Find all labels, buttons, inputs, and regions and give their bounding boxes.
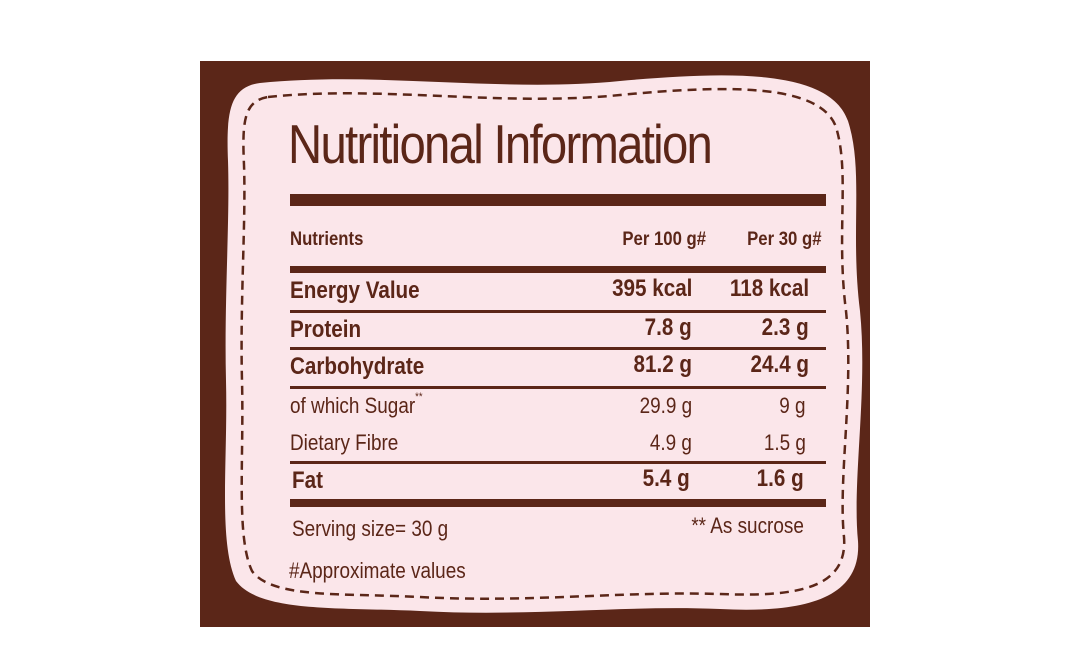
card-dashed-border [240,87,850,600]
header-per-100g: Per 100 g# [622,229,706,250]
sugar-note-mark: ** [415,391,423,403]
sucrose-note: ** As sucrose [691,513,804,538]
header-rule [290,266,826,273]
row-protein-per30: 2.3 g [761,314,809,341]
header-nutrients: Nutrients [290,229,364,250]
row-sugar-per100: 29.9 g [639,393,692,418]
row-fat-name: Fat [292,467,323,494]
serving-size: Serving size= 30 g [292,516,449,541]
row-protein-name: Protein [290,316,362,343]
approximate-values-note: #Approximate values [289,558,466,583]
row-protein-per100: 7.8 g [644,314,692,341]
header-per-30g: Per 30 g# [746,229,821,250]
row-fibre-name: Dietary Fibre [290,430,399,455]
row-divider [290,347,826,350]
row-energy-name: Energy Value [290,277,420,304]
row-fat-per30: 1.6 g [756,465,804,492]
bottom-rule [290,499,826,507]
row-divider [290,386,826,389]
row-fibre-per100: 4.9 g [649,430,692,455]
row-carbohydrate-name: Carbohydrate [290,353,425,380]
row-energy-per30: 118 kcal [729,275,809,302]
top-rule [290,194,826,206]
row-energy-per100: 395 kcal [611,275,692,302]
row-fat-per100: 5.4 g [642,465,690,492]
row-sugar-name: of which Sugar** [290,391,423,418]
row-divider [290,310,826,313]
page-title: Nutritional Information [288,113,713,175]
row-carbohydrate-per30: 24.4 g [750,351,809,378]
label-card [225,75,863,613]
row-sugar-per30: 9 g [779,393,806,418]
row-divider [290,461,826,464]
card-shape [225,75,863,613]
row-fibre-per30: 1.5 g [763,430,806,455]
row-carbohydrate-per100: 81.2 g [633,351,692,378]
